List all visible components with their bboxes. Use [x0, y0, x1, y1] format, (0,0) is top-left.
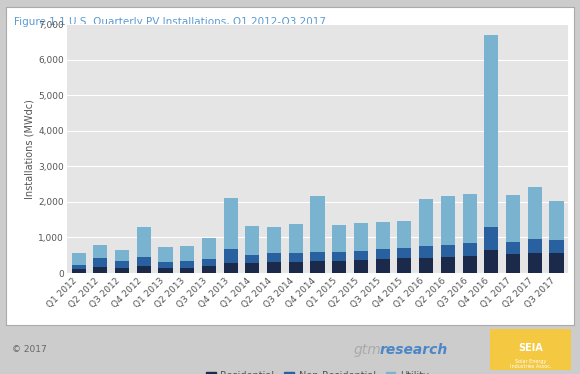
Bar: [245, 263, 259, 273]
Bar: [462, 255, 477, 273]
Bar: [310, 252, 325, 261]
Bar: [441, 257, 455, 273]
Bar: [528, 239, 542, 254]
Bar: [180, 261, 194, 268]
Y-axis label: Installations (MWdc): Installations (MWdc): [24, 99, 34, 199]
Bar: [419, 199, 433, 246]
Bar: [158, 268, 173, 273]
Bar: [484, 227, 498, 250]
Bar: [528, 187, 542, 239]
Bar: [549, 201, 564, 240]
Bar: [71, 265, 86, 269]
Bar: [506, 195, 520, 242]
Bar: [115, 267, 129, 273]
Bar: [115, 261, 129, 267]
Bar: [441, 196, 455, 245]
Bar: [245, 226, 259, 255]
Bar: [528, 254, 542, 273]
Text: gtm: gtm: [354, 343, 382, 357]
Bar: [376, 222, 390, 249]
Bar: [202, 238, 216, 259]
Bar: [484, 250, 498, 273]
Bar: [484, 35, 498, 227]
Bar: [137, 266, 151, 273]
Bar: [310, 196, 325, 252]
Bar: [549, 240, 564, 253]
Bar: [267, 262, 281, 273]
Bar: [115, 250, 129, 261]
Bar: [397, 221, 411, 248]
Text: Solar Energy
Industries Assoc.: Solar Energy Industries Assoc.: [510, 359, 552, 370]
Bar: [93, 267, 107, 273]
Bar: [180, 268, 194, 273]
Bar: [158, 262, 173, 268]
Bar: [506, 254, 520, 273]
Bar: [462, 243, 477, 255]
Text: research: research: [380, 343, 448, 357]
Bar: [419, 246, 433, 258]
Bar: [202, 266, 216, 273]
Text: SEIA: SEIA: [519, 343, 543, 353]
Bar: [549, 253, 564, 273]
Bar: [289, 224, 303, 253]
Bar: [376, 259, 390, 273]
Bar: [332, 225, 346, 252]
Bar: [202, 259, 216, 266]
Text: © 2017: © 2017: [12, 345, 46, 354]
Bar: [354, 251, 368, 260]
Bar: [71, 269, 86, 273]
Bar: [397, 258, 411, 273]
Text: Figure 1.1 U.S. Quarterly PV Installations, Q1 2012-Q3 2017: Figure 1.1 U.S. Quarterly PV Installatio…: [14, 17, 327, 27]
Bar: [224, 263, 238, 273]
Bar: [289, 262, 303, 273]
Bar: [158, 247, 173, 262]
Bar: [310, 261, 325, 273]
Bar: [289, 253, 303, 262]
Bar: [245, 255, 259, 263]
Bar: [419, 258, 433, 273]
Bar: [397, 248, 411, 258]
Bar: [93, 245, 107, 258]
Bar: [267, 253, 281, 262]
Bar: [354, 223, 368, 251]
Bar: [71, 253, 86, 265]
Bar: [137, 257, 151, 266]
Bar: [267, 227, 281, 253]
Bar: [441, 245, 455, 257]
Bar: [137, 227, 151, 257]
Bar: [224, 199, 238, 249]
Bar: [354, 260, 368, 273]
Bar: [180, 246, 194, 261]
Legend: Residential, Non-Residential, Utility: Residential, Non-Residential, Utility: [202, 367, 433, 374]
Bar: [332, 261, 346, 273]
Bar: [462, 194, 477, 243]
Bar: [376, 249, 390, 259]
Bar: [506, 242, 520, 254]
Bar: [224, 249, 238, 263]
Bar: [93, 258, 107, 267]
Bar: [332, 252, 346, 261]
